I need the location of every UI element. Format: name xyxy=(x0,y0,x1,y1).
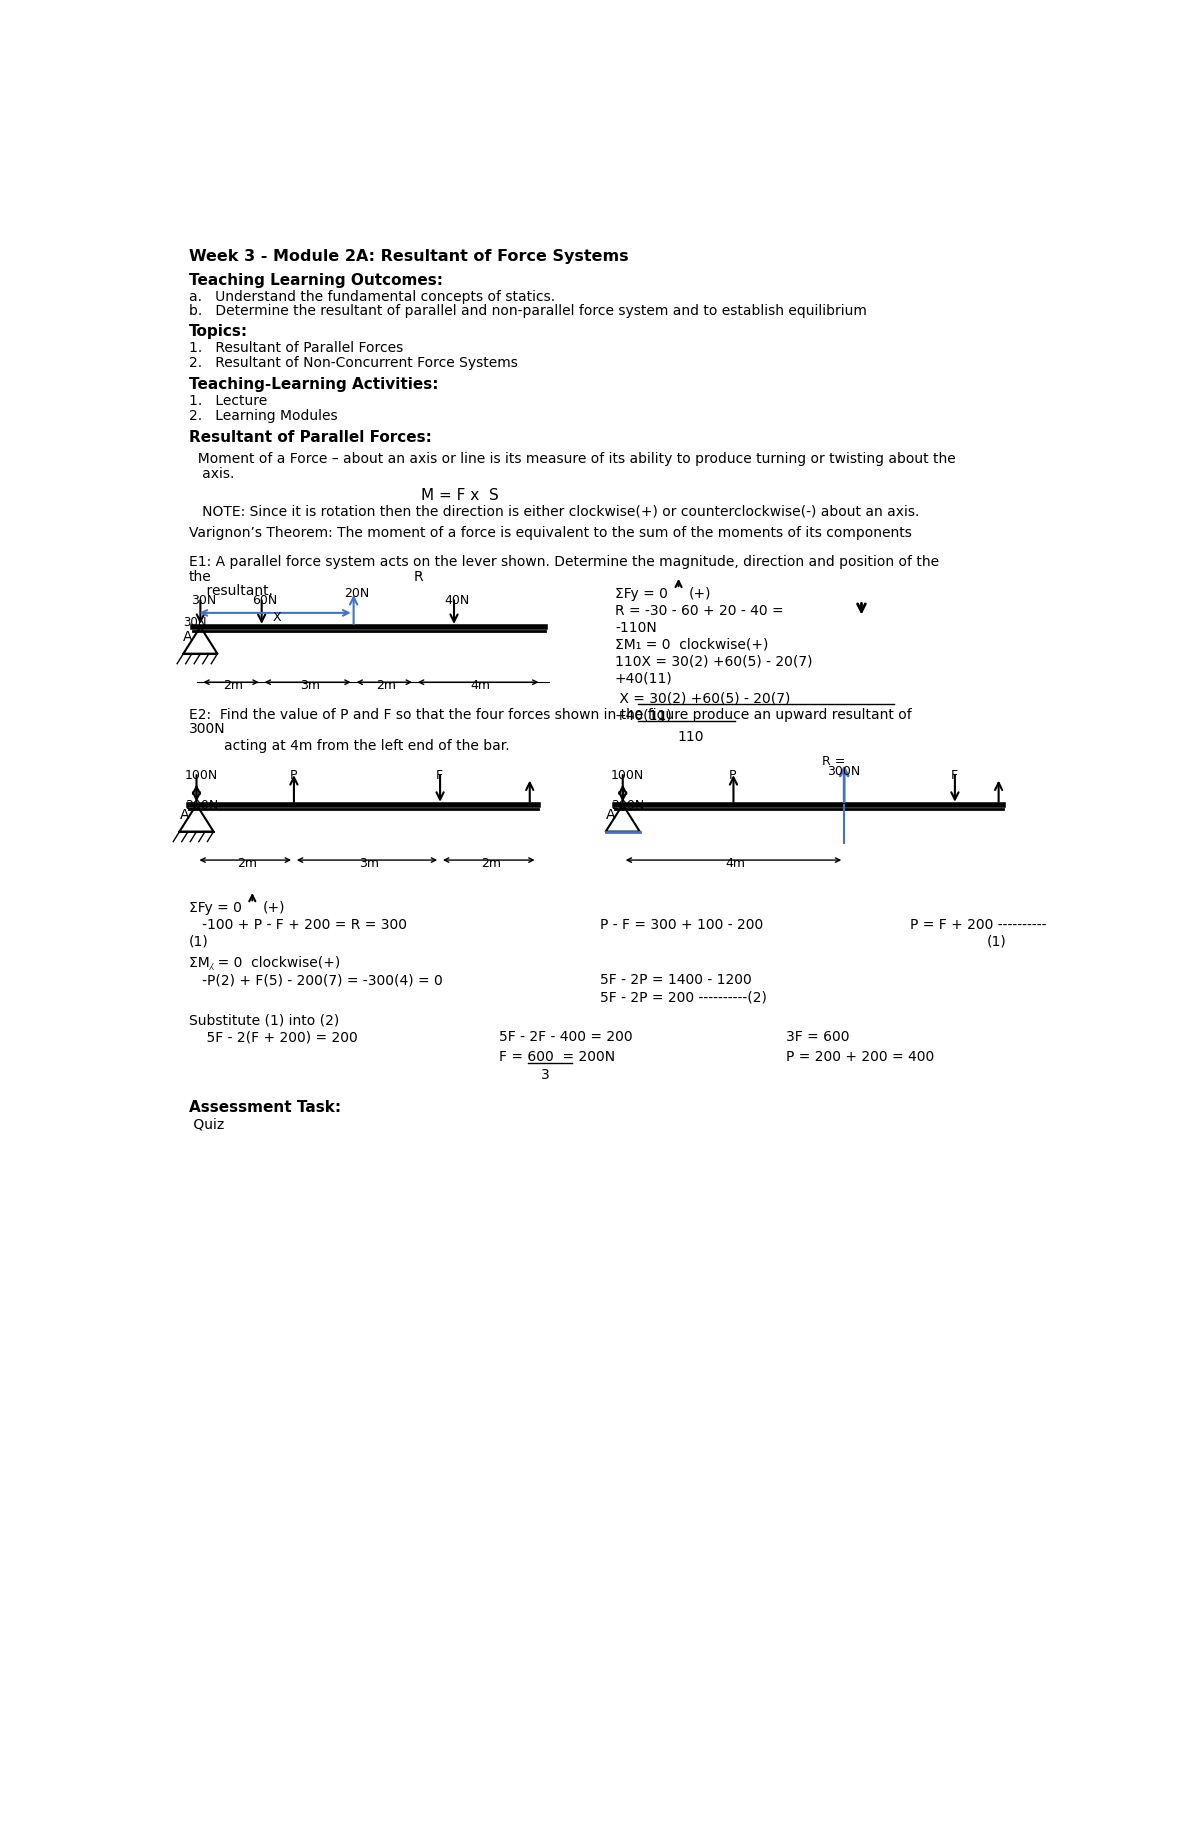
Text: the: the xyxy=(188,571,211,584)
Text: Quiz: Quiz xyxy=(188,1118,224,1130)
Text: A: A xyxy=(606,807,616,822)
Text: 300N: 300N xyxy=(188,723,226,736)
Text: -P(2) + F(5) - 200(7) = -300(4) = 0: -P(2) + F(5) - 200(7) = -300(4) = 0 xyxy=(188,973,443,987)
Text: P = F + 200 ----------: P = F + 200 ---------- xyxy=(910,918,1046,932)
Text: Week 3 - Module 2A: Resultant of Force Systems: Week 3 - Module 2A: Resultant of Force S… xyxy=(188,250,629,264)
Text: 110X = 30(2) +60(5) - 20(7): 110X = 30(2) +60(5) - 20(7) xyxy=(616,655,812,668)
Text: R = -30 - 60 + 20 - 40 =: R = -30 - 60 + 20 - 40 = xyxy=(616,604,788,618)
Text: (1): (1) xyxy=(986,934,1007,949)
Text: P: P xyxy=(289,769,296,782)
Text: 200N: 200N xyxy=(185,800,218,813)
Text: 2.   Learning Modules: 2. Learning Modules xyxy=(188,409,337,422)
Text: A: A xyxy=(180,807,188,822)
Text: 4m: 4m xyxy=(470,679,491,692)
Text: 2m: 2m xyxy=(377,679,396,692)
Text: 1.   Resultant of Parallel Forces: 1. Resultant of Parallel Forces xyxy=(188,341,403,356)
Text: 5F - 2P = 200 ----------(2): 5F - 2P = 200 ----------(2) xyxy=(600,991,767,1004)
Text: 3: 3 xyxy=(541,1068,550,1083)
Text: 200N: 200N xyxy=(611,800,644,813)
Text: 2m: 2m xyxy=(223,679,244,692)
Text: +40(11): +40(11) xyxy=(616,708,673,723)
Text: 3F = 600: 3F = 600 xyxy=(786,1029,850,1044)
Text: +40(11): +40(11) xyxy=(616,672,673,686)
Text: E1: A parallel force system acts on the lever shown. Determine the magnitude, di: E1: A parallel force system acts on the … xyxy=(188,556,938,569)
Text: 5F - 2F - 400 = 200: 5F - 2F - 400 = 200 xyxy=(499,1029,632,1044)
Text: (1): (1) xyxy=(188,934,209,949)
Text: 20N: 20N xyxy=(344,587,370,600)
Text: ΣM⁁ = 0  clockwise(+): ΣM⁁ = 0 clockwise(+) xyxy=(188,956,340,971)
Text: 1.   Lecture: 1. Lecture xyxy=(188,395,266,407)
Text: ΣM₁ = 0  clockwise(+): ΣM₁ = 0 clockwise(+) xyxy=(616,637,768,651)
Text: (+): (+) xyxy=(263,901,284,916)
Text: (+): (+) xyxy=(689,587,712,600)
Text: 100N: 100N xyxy=(185,769,218,782)
Text: 40N: 40N xyxy=(445,595,470,607)
Text: axis.: axis. xyxy=(188,466,234,481)
Text: A: A xyxy=(184,629,193,644)
Text: 110: 110 xyxy=(677,730,703,743)
Text: F = 600  = 200N: F = 600 = 200N xyxy=(499,1050,614,1064)
Text: resultant.: resultant. xyxy=(188,584,272,598)
Text: 300N: 300N xyxy=(827,765,860,778)
Text: 30N: 30N xyxy=(184,617,206,629)
Text: acting at 4m from the left end of the bar.: acting at 4m from the left end of the ba… xyxy=(188,740,509,752)
Text: 5F - 2(F + 200) = 200: 5F - 2(F + 200) = 200 xyxy=(188,1029,358,1044)
Text: 60N: 60N xyxy=(252,595,277,607)
Text: b.   Determine the resultant of parallel and non-parallel force system and to es: b. Determine the resultant of parallel a… xyxy=(188,305,866,317)
Text: P - F = 300 + 100 - 200: P - F = 300 + 100 - 200 xyxy=(600,918,763,932)
Text: ΣFy = 0: ΣFy = 0 xyxy=(188,901,241,916)
Text: M = F x  S: M = F x S xyxy=(421,488,499,503)
Text: Teaching Learning Outcomes:: Teaching Learning Outcomes: xyxy=(188,273,443,288)
Text: 30N: 30N xyxy=(191,595,216,607)
Text: R: R xyxy=(414,571,424,584)
Text: E2:  Find the value of P and F so that the four forces shown in the figure produ: E2: Find the value of P and F so that th… xyxy=(188,708,912,721)
Text: ΣFy = 0: ΣFy = 0 xyxy=(616,587,668,600)
Text: F: F xyxy=(436,769,443,782)
Text: Assessment Task:: Assessment Task: xyxy=(188,1101,341,1116)
Text: 100N: 100N xyxy=(611,769,644,782)
Text: 2m: 2m xyxy=(238,857,258,870)
Text: Moment of a Force – about an axis or line is its measure of its ability to produ: Moment of a Force – about an axis or lin… xyxy=(188,451,955,466)
Text: Teaching-Learning Activities:: Teaching-Learning Activities: xyxy=(188,378,438,393)
Text: X = 30(2) +60(5) - 20(7): X = 30(2) +60(5) - 20(7) xyxy=(616,692,791,705)
Text: -110N: -110N xyxy=(616,620,656,635)
Text: 2m: 2m xyxy=(481,857,502,870)
Text: Resultant of Parallel Forces:: Resultant of Parallel Forces: xyxy=(188,431,432,446)
Text: NOTE: Since it is rotation then the direction is either clockwise(+) or counterc: NOTE: Since it is rotation then the dire… xyxy=(188,505,919,517)
Text: 3m: 3m xyxy=(359,857,379,870)
Text: P = 200 + 200 = 400: P = 200 + 200 = 400 xyxy=(786,1050,934,1064)
Text: 3m: 3m xyxy=(300,679,320,692)
Text: a.   Understand the fundamental concepts of statics.: a. Understand the fundamental concepts o… xyxy=(188,290,554,303)
Text: Varignon’s Theorem: The moment of a force is equivalent to the sum of the moment: Varignon’s Theorem: The moment of a forc… xyxy=(188,527,912,539)
Text: F: F xyxy=(952,769,958,782)
Text: 4m: 4m xyxy=(726,857,745,870)
Text: R =: R = xyxy=(822,754,846,767)
Text: Topics:: Topics: xyxy=(188,325,248,339)
Text: -100 + P - F + 200 = R = 300: -100 + P - F + 200 = R = 300 xyxy=(188,918,407,932)
Text: Substitute (1) into (2): Substitute (1) into (2) xyxy=(188,1013,340,1028)
Text: 2.   Resultant of Non-Concurrent Force Systems: 2. Resultant of Non-Concurrent Force Sys… xyxy=(188,356,517,369)
Text: P: P xyxy=(728,769,737,782)
Text: X: X xyxy=(274,611,282,624)
Text: 5F - 2P = 1400 - 1200: 5F - 2P = 1400 - 1200 xyxy=(600,973,751,987)
